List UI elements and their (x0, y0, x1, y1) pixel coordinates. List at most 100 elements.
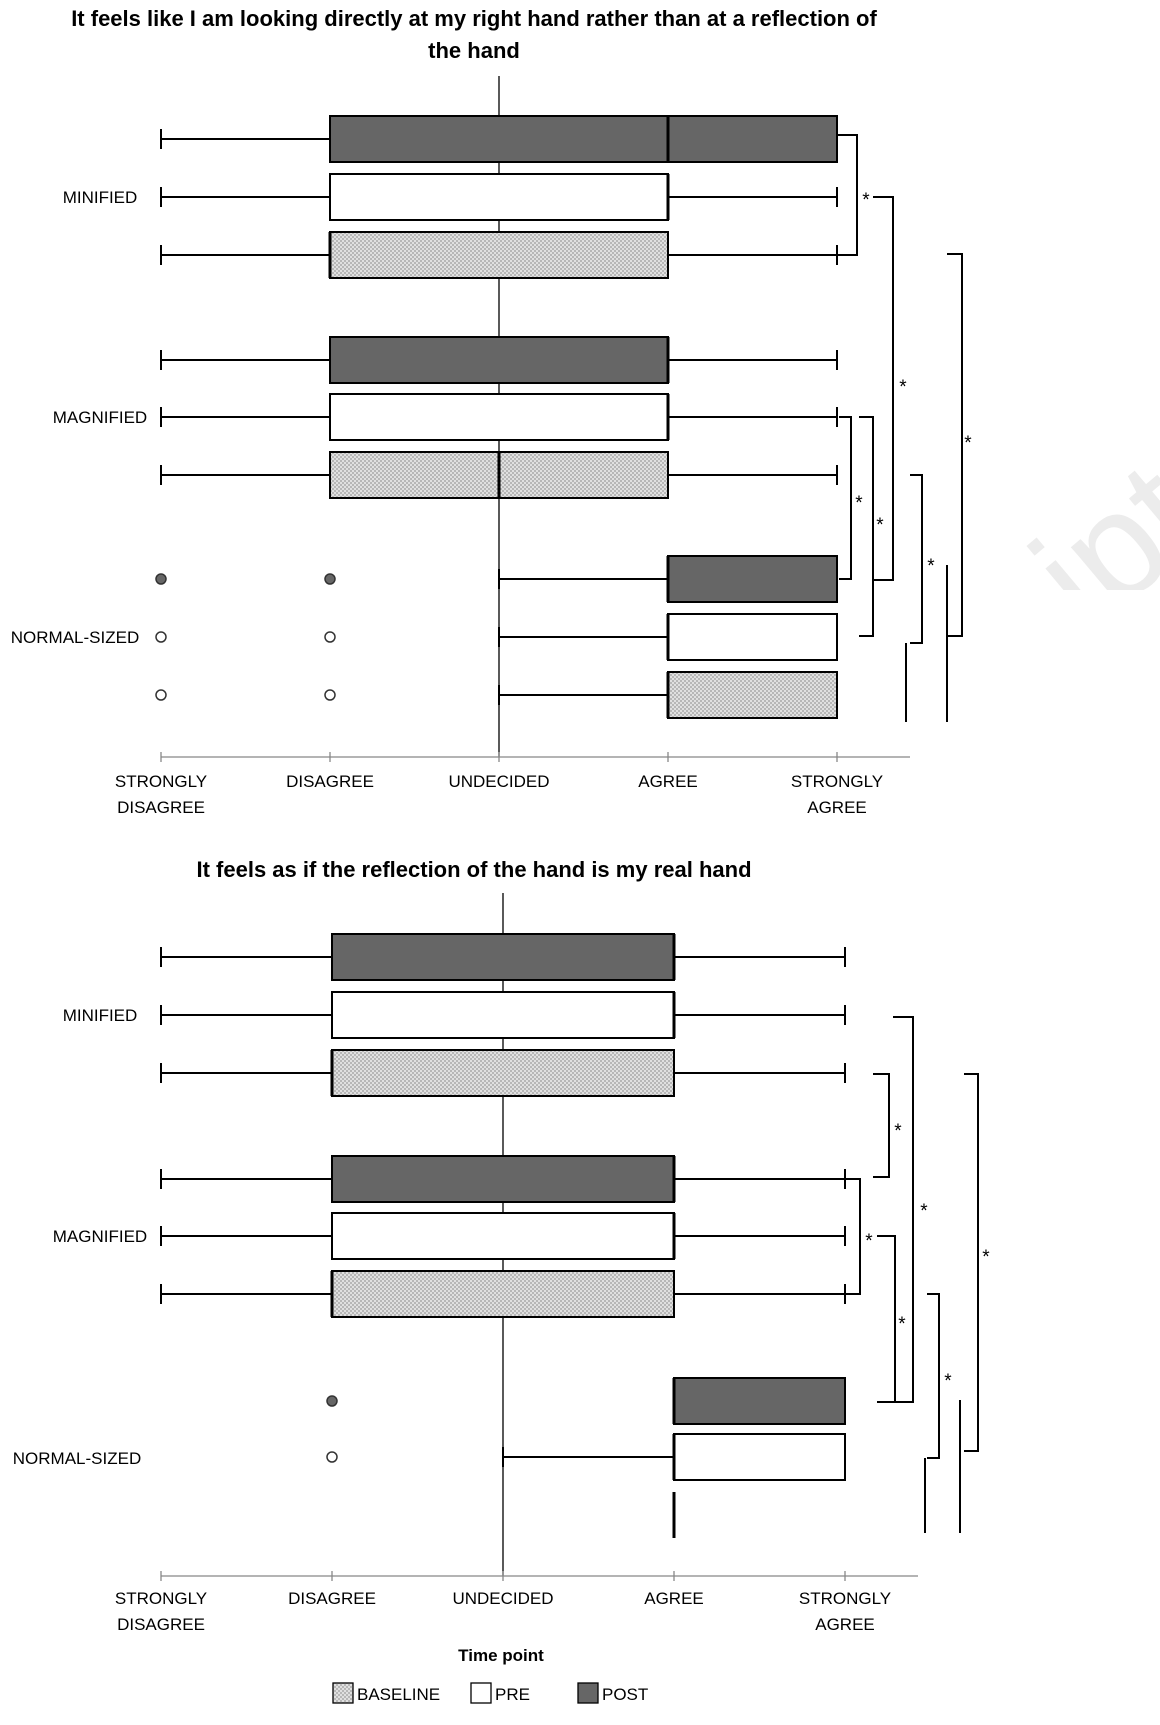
bracket-line (846, 1178, 861, 1295)
legend-item-baseline: BASELINE (332, 1682, 440, 1704)
significance-bracket: * (873, 1073, 902, 1178)
group-label-magnified: MAGNIFIED (53, 408, 147, 427)
legend: Time point BASELINE PRE POST (332, 1646, 648, 1704)
box-pre (326, 1433, 846, 1481)
box-iqr (331, 1049, 675, 1097)
outlier-point (155, 573, 167, 585)
outlier-point (155, 689, 167, 701)
legend-item-post: POST (577, 1682, 648, 1704)
box-iqr (673, 1433, 846, 1481)
outlier-point (324, 689, 336, 701)
box-baseline (160, 1270, 846, 1318)
box-post (155, 555, 838, 603)
x-tick-label: AGREE (815, 1615, 875, 1634)
box-post (160, 115, 838, 163)
significance-star: * (894, 1121, 902, 1142)
box-iqr (667, 613, 838, 661)
box-iqr (329, 336, 669, 384)
x-tick-label: UNDECIDED (452, 1589, 553, 1608)
box-iqr (667, 555, 838, 603)
legend-label-baseline: BASELINE (357, 1685, 440, 1704)
x-tick-label: UNDECIDED (448, 772, 549, 791)
significance-bracket: * (947, 253, 972, 637)
box-post (326, 1377, 846, 1425)
box-pre (160, 393, 838, 441)
significance-bracket: * (905, 474, 935, 722)
bracket-line (947, 253, 963, 637)
group-label-minified: MINIFIED (63, 188, 138, 207)
bracket-line (927, 1293, 940, 1459)
significance-star: * (920, 1201, 928, 1222)
legend-item-pre: PRE (470, 1682, 530, 1704)
panel-1: It feels like I am looking directly at m… (11, 6, 973, 817)
significance-star: * (876, 515, 884, 536)
box-iqr (673, 1377, 846, 1425)
x-tick-label: DISAGREE (286, 772, 374, 791)
legend-swatch-pre (470, 1682, 492, 1704)
box-iqr (331, 991, 675, 1039)
legend-swatch-post (577, 1682, 599, 1704)
watermark: ipt (1001, 429, 1160, 590)
box-iqr (331, 1270, 675, 1318)
outlier-point (326, 1451, 338, 1463)
bracket-line (873, 1073, 890, 1178)
x-tick-label: STRONGLY (791, 772, 883, 791)
legend-label-pre: PRE (495, 1685, 530, 1704)
significance-star: * (865, 1231, 873, 1252)
bracket-line (839, 416, 852, 580)
box-post (160, 336, 838, 384)
x-tick-label: AGREE (644, 1589, 704, 1608)
significance-bracket: * (877, 1235, 906, 1403)
significance-star: * (944, 1371, 952, 1392)
significance-bracket: * (837, 134, 870, 256)
significance-star: * (899, 377, 907, 398)
legend-swatch-baseline (332, 1682, 354, 1704)
significance-bracket: * (924, 1293, 952, 1533)
bracket-line (910, 474, 923, 644)
bracket-line (859, 416, 874, 637)
significance-bracket: * (873, 196, 907, 581)
outlier-point (324, 573, 336, 585)
box-baseline (160, 231, 838, 279)
significance-bracket: * (839, 416, 863, 580)
box-pre (160, 1212, 846, 1260)
legend-label-post: POST (602, 1685, 648, 1704)
significance-bracket: * (964, 1073, 990, 1452)
bracket-line (964, 1073, 979, 1452)
box-iqr (329, 231, 669, 279)
bracket-line (837, 134, 858, 256)
significance-bracket: * (893, 1016, 928, 1403)
legend-title: Time point (458, 1646, 544, 1665)
x-tick-label: STRONGLY (115, 1589, 207, 1608)
box-iqr (331, 933, 675, 981)
significance-star: * (855, 493, 863, 514)
box-baseline (160, 1049, 846, 1097)
box-post (160, 1155, 846, 1203)
group-label-normal-sized: NORMAL-SIZED (13, 1449, 141, 1468)
outlier-point (324, 631, 336, 643)
box-baseline (155, 671, 838, 719)
bracket-line (893, 1016, 914, 1403)
box-post (160, 933, 846, 981)
significance-star: * (898, 1314, 906, 1335)
significance-bracket: * (859, 416, 884, 637)
x-tick-label: STRONGLY (115, 772, 207, 791)
box-iqr (331, 1155, 675, 1203)
x-tick-label: AGREE (807, 798, 867, 817)
significance-star: * (862, 190, 870, 211)
chart-title: It feels as if the reflection of the han… (196, 857, 751, 882)
significance-star: * (964, 433, 972, 454)
group-label-magnified: MAGNIFIED (53, 1227, 147, 1246)
x-tick-label: DISAGREE (117, 1615, 205, 1634)
x-tick-label: STRONGLY (799, 1589, 891, 1608)
panel-2: It feels as if the reflection of the han… (13, 857, 991, 1634)
bracket-line (877, 1235, 896, 1403)
bracket-line (873, 196, 894, 581)
outlier-point (155, 631, 167, 643)
box-iqr (329, 393, 669, 441)
outlier-point (326, 1395, 338, 1407)
box-iqr (329, 173, 669, 221)
x-tick-label: DISAGREE (288, 1589, 376, 1608)
x-tick-label: DISAGREE (117, 798, 205, 817)
